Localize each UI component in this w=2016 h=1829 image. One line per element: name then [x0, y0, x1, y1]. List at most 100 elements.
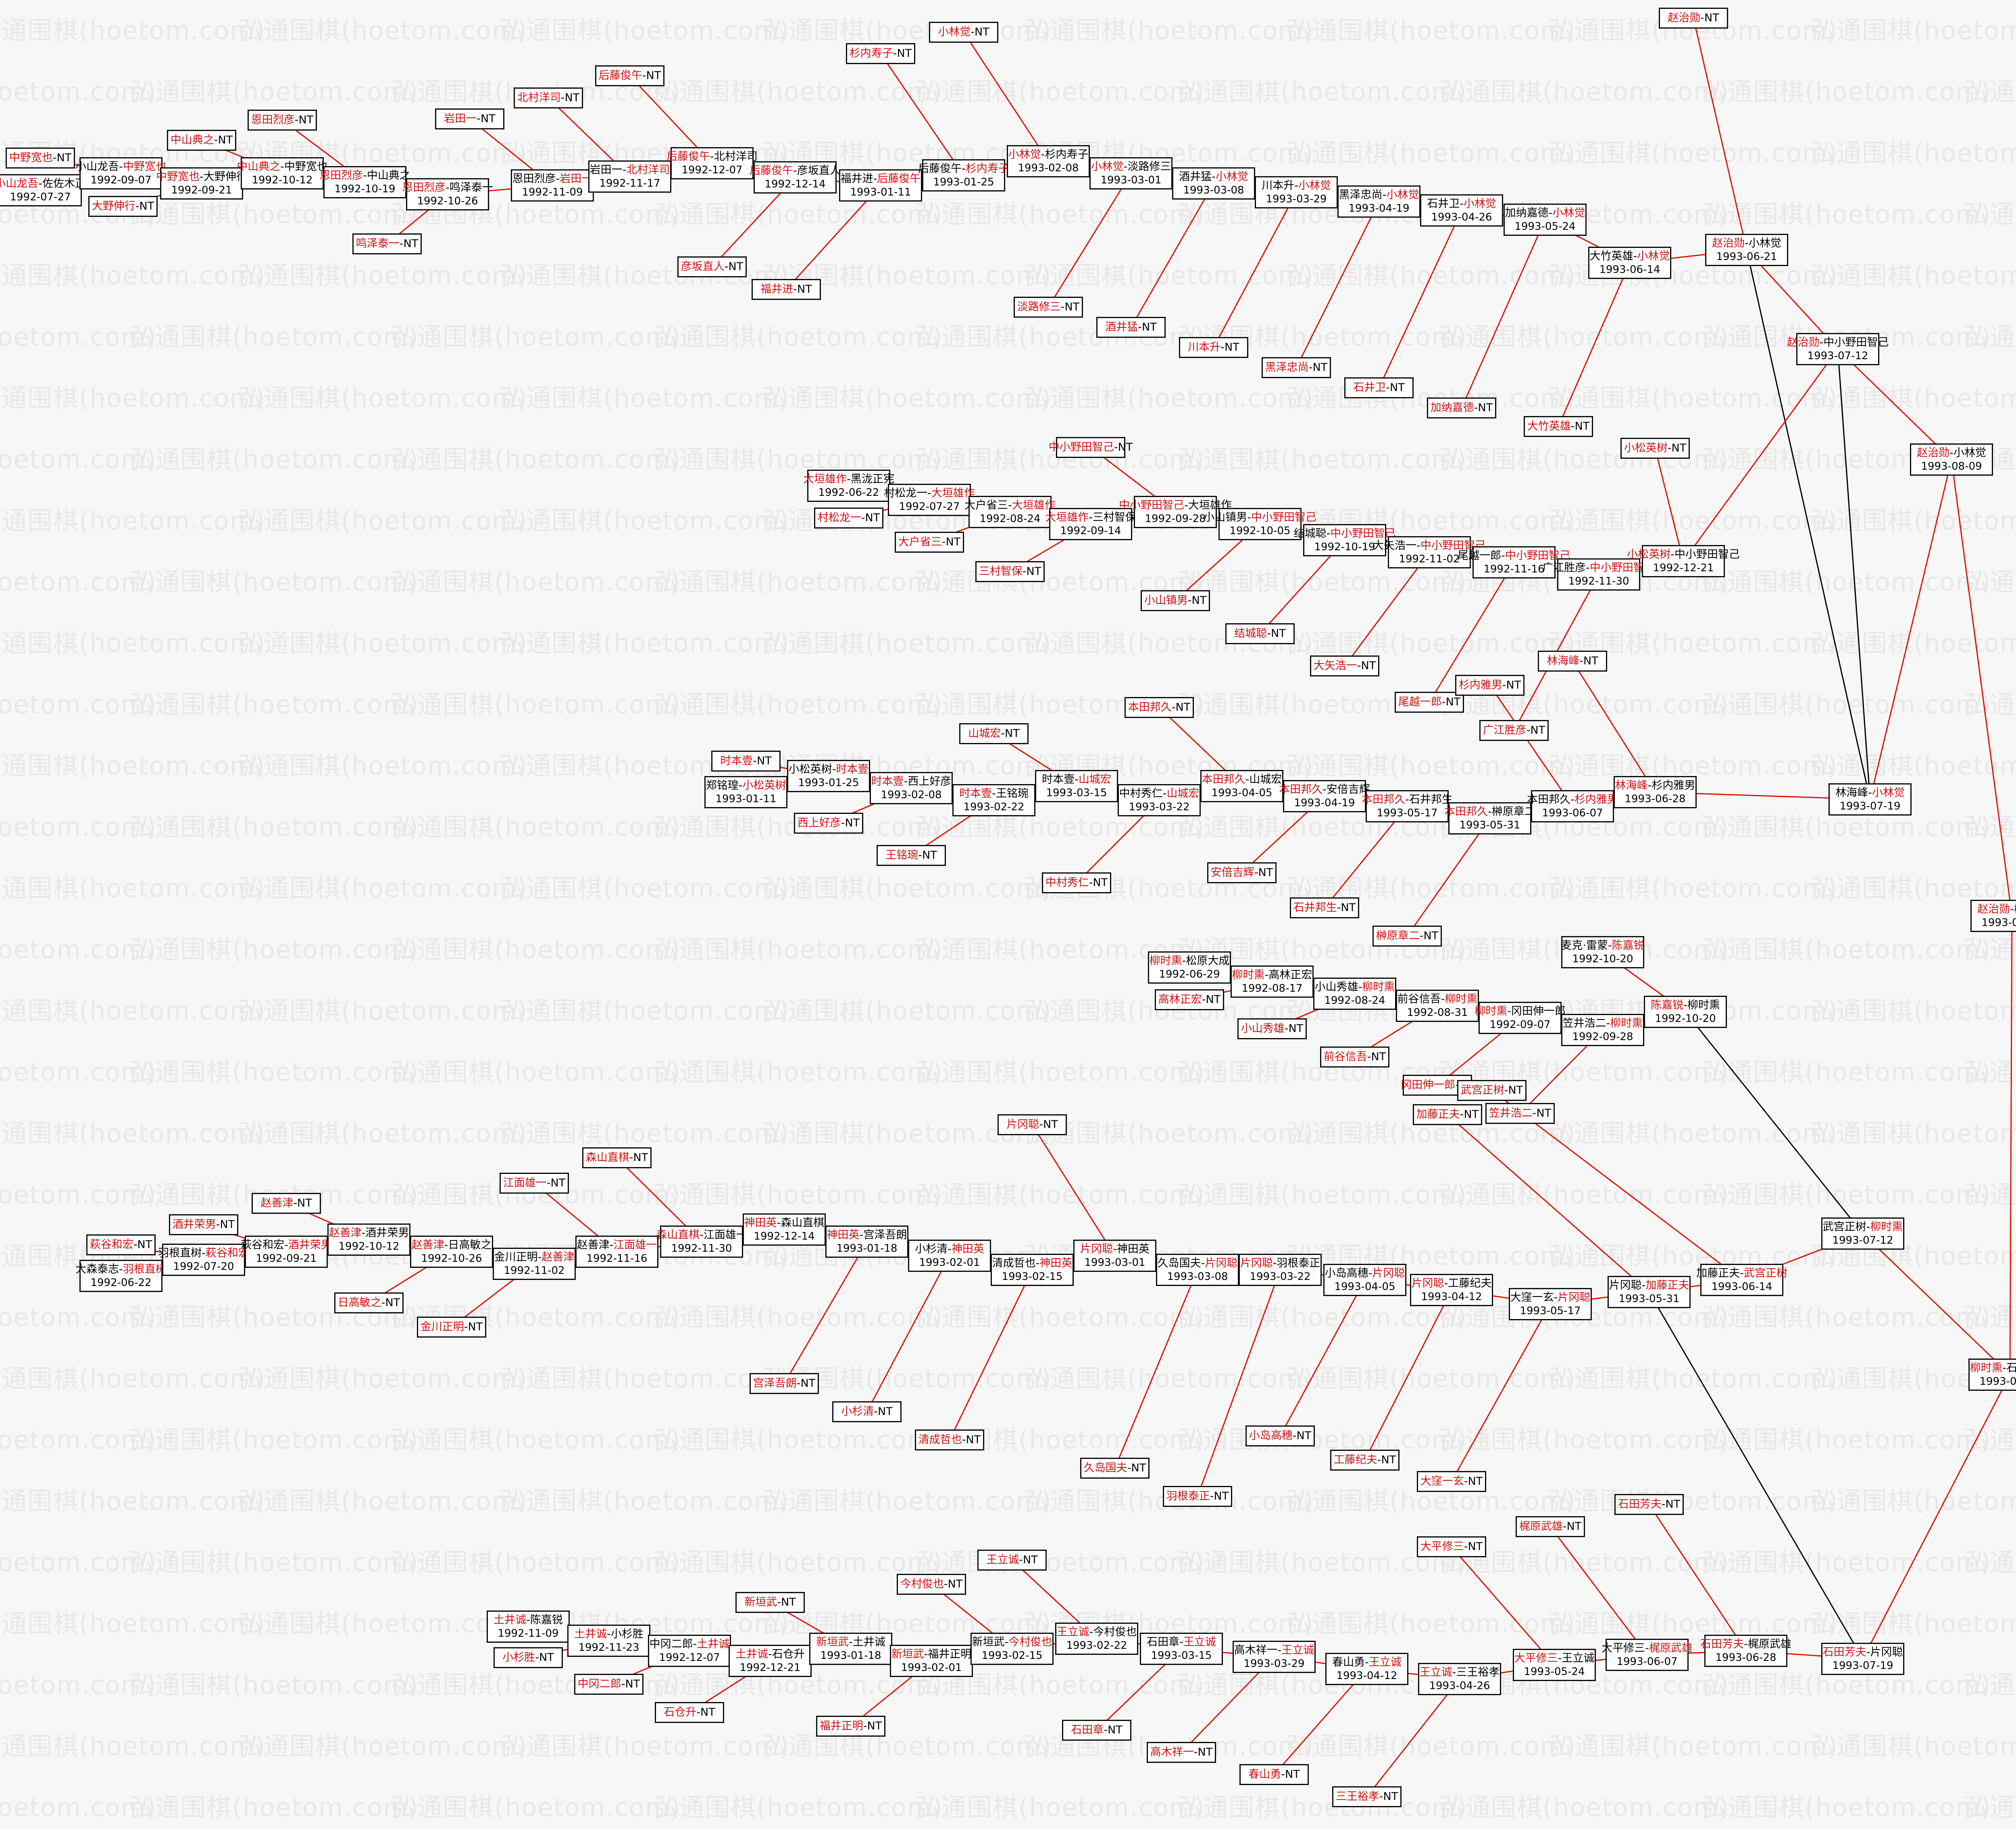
- bye-box[interactable]: 杉内雅男-NT: [1455, 675, 1524, 696]
- bye-box[interactable]: 林海峰-NT: [1538, 651, 1607, 672]
- match-box[interactable]: 小杉清-神田英 1993-02-01: [908, 1240, 991, 1272]
- match-box[interactable]: 福井进-后藤俊午 1993-01-11: [839, 169, 922, 202]
- match-box[interactable]: 本田邦久-杉内雅男 1993-06-07: [1527, 790, 1618, 822]
- bye-box[interactable]: 王铭琬-NT: [877, 845, 946, 866]
- match-box[interactable]: 石田芳夫-片冈聪 1993-07-19: [1821, 1643, 1904, 1675]
- bye-box[interactable]: 酒井荣男-NT: [169, 1214, 238, 1235]
- match-box[interactable]: 麦克·雷蒙-陈嘉锐 1992-10-20: [1561, 936, 1645, 968]
- bye-box[interactable]: 彦坂直人-NT: [677, 256, 747, 277]
- bye-box[interactable]: 山城宏-NT: [959, 723, 1029, 744]
- bye-box[interactable]: 大户省三-NT: [895, 532, 964, 553]
- match-box[interactable]: 小松英树-中小野田智己 1992-12-21: [1627, 545, 1740, 577]
- match-box[interactable]: 久岛国夫-片冈聪 1993-03-08: [1156, 1254, 1239, 1286]
- bye-box[interactable]: 金川正明-NT: [417, 1317, 486, 1338]
- match-box[interactable]: 小松英树-时本壹 1993-01-25: [787, 760, 870, 792]
- bye-box[interactable]: 中山典之-NT: [167, 130, 236, 151]
- match-box[interactable]: 尾越一郎-中小野田智己 1992-11-16: [1458, 546, 1570, 578]
- bye-box[interactable]: 赵善津-NT: [252, 1193, 321, 1214]
- match-box[interactable]: 小岛高穗-片冈聪 1993-04-05: [1323, 1264, 1406, 1296]
- match-box[interactable]: 清成哲也-神田英 1993-02-15: [991, 1254, 1074, 1286]
- bye-box[interactable]: 大矢浩一-NT: [1310, 655, 1379, 676]
- bye-box[interactable]: 石井卫-NT: [1344, 377, 1414, 398]
- bye-box[interactable]: 清成哲也-NT: [915, 1429, 984, 1450]
- bye-box[interactable]: 中冈二郎-NT: [574, 1674, 644, 1695]
- bye-box[interactable]: 大窪一玄-NT: [1417, 1471, 1486, 1492]
- match-box[interactable]: 大垣雄作-黑泷正宪 1992-06-22: [803, 470, 894, 502]
- match-box[interactable]: 中冈二郎-土井诚 1992-12-07: [648, 1635, 731, 1667]
- bye-box[interactable]: 福井正明-NT: [816, 1716, 885, 1737]
- bye-box[interactable]: 福井进-NT: [752, 279, 821, 300]
- bye-box[interactable]: 江面雄一-NT: [500, 1173, 569, 1194]
- bye-box[interactable]: 小山秀雄-NT: [1237, 1018, 1307, 1039]
- match-box[interactable]: 后藤俊午-彦坂直人 1992-12-14: [750, 161, 841, 194]
- match-box[interactable]: 黑泽忠尚-小林觉 1993-04-19: [1337, 185, 1420, 218]
- match-box[interactable]: 神田英-宫泽吾朗 1993-01-18: [825, 1226, 908, 1258]
- match-box[interactable]: 赵治勋-小林觉 1993-06-21: [1705, 234, 1788, 266]
- bye-box[interactable]: 时本壹-NT: [711, 751, 781, 772]
- match-box[interactable]: 本田邦久-安倍吉辉 1993-04-19: [1279, 780, 1370, 812]
- match-box[interactable]: 金川正明-赵善津 1992-11-02: [493, 1248, 576, 1280]
- bye-box[interactable]: 小山镇男-NT: [1141, 590, 1210, 611]
- match-box[interactable]: 石井卫-小林觉 1993-04-26: [1420, 194, 1503, 227]
- bye-box[interactable]: 春山勇-NT: [1239, 1764, 1309, 1785]
- match-box[interactable]: 柳时熏-石田芳夫1993-08-09: [1968, 1359, 2016, 1391]
- bye-box[interactable]: 工藤纪夫-NT: [1330, 1450, 1400, 1471]
- match-box[interactable]: 川本升-小林觉 1993-03-29: [1255, 176, 1338, 208]
- bye-box[interactable]: 榊原章二-NT: [1372, 926, 1442, 947]
- match-box[interactable]: 羽根直树-萩谷和宏 1992-07-20: [158, 1244, 249, 1276]
- bye-box[interactable]: 广江胜彦-NT: [1479, 720, 1549, 741]
- bye-box[interactable]: 石仓升-NT: [655, 1702, 724, 1723]
- bye-box[interactable]: 森山直棋-NT: [582, 1147, 652, 1168]
- bye-box[interactable]: 加藤正夫-NT: [1413, 1104, 1482, 1125]
- bye-box[interactable]: 黑泽忠尚-NT: [1262, 357, 1331, 378]
- match-box[interactable]: 中小野田智己-大垣雄作 1992-09-28: [1119, 496, 1232, 528]
- match-box[interactable]: 新垣武-土井诚 1993-01-18: [809, 1633, 892, 1665]
- bye-box[interactable]: 久岛国夫-NT: [1080, 1458, 1150, 1479]
- bye-box[interactable]: 酒井猛-NT: [1096, 317, 1166, 338]
- bye-box[interactable]: 石井邦生-NT: [1290, 897, 1359, 918]
- match-box[interactable]: 前谷信吾-柳时熏 1992-08-31: [1396, 990, 1479, 1022]
- bye-box[interactable]: 本田邦久-NT: [1125, 697, 1194, 718]
- bye-box[interactable]: 赵治勋-NT: [1659, 8, 1728, 29]
- match-box[interactable]: 本田邦久-山城宏 1993-04-05: [1200, 770, 1283, 802]
- match-box[interactable]: 大矢浩一-中小野田智己 1992-11-02: [1373, 536, 1486, 568]
- match-box[interactable]: 笠井浩二-柳时熏 1992-09-28: [1561, 1014, 1644, 1046]
- match-box[interactable]: 赵善津-江面雄一 1992-11-16: [575, 1236, 658, 1268]
- match-box[interactable]: 大森泰志-羽根直树 1992-06-22: [75, 1260, 167, 1292]
- bye-box[interactable]: 宫泽吾朗-NT: [750, 1373, 819, 1394]
- match-box[interactable]: 赵治勋-中小野田智己 1993-07-12: [1787, 333, 1889, 365]
- bye-box[interactable]: 鸣泽泰一-NT: [352, 233, 422, 254]
- bye-box[interactable]: 大平修三-NT: [1417, 1536, 1486, 1557]
- match-box[interactable]: 赵善津-酒井荣男 1992-10-12: [327, 1223, 410, 1256]
- bye-box[interactable]: 小杉清-NT: [832, 1401, 902, 1422]
- match-box[interactable]: 大窪一玄-片冈聪 1993-05-17: [1509, 1288, 1592, 1320]
- bye-box[interactable]: 大竹英雄-NT: [1524, 416, 1593, 437]
- match-box[interactable]: 石田章-王立诚 1993-03-15: [1140, 1633, 1223, 1665]
- match-box[interactable]: 森山直棋-江面雄一 1992-11-30: [656, 1226, 747, 1258]
- match-box[interactable]: 片冈聪-加藤正夫 1993-05-31: [1608, 1276, 1691, 1308]
- match-box[interactable]: 大竹英雄-小林觉 1993-06-14: [1588, 247, 1671, 279]
- bye-box[interactable]: 岩田一-NT: [435, 108, 504, 129]
- match-box[interactable]: 酒井猛-小林觉 1993-03-08: [1172, 167, 1255, 200]
- bye-box[interactable]: 西上好彦-NT: [794, 813, 863, 834]
- match-box[interactable]: 柳时熏-冈田伸一郎 1992-09-07: [1475, 1002, 1566, 1034]
- match-box[interactable]: 土井诚-小杉胜 1992-11-23: [567, 1625, 650, 1657]
- bye-box[interactable]: 石田芳夫-NT: [1614, 1494, 1684, 1515]
- match-box[interactable]: 片冈聪-工藤纪夫 1993-04-12: [1410, 1274, 1493, 1306]
- bye-box[interactable]: 小林觉-NT: [929, 22, 998, 43]
- match-box[interactable]: 新垣武-福井正明 1993-02-01: [890, 1645, 973, 1677]
- match-box[interactable]: 土井诚-陈嘉锐 1992-11-09: [487, 1611, 570, 1643]
- bye-box[interactable]: 中村秀仁-NT: [1042, 872, 1111, 893]
- match-box[interactable]: 柳时熏-松原大成 1992-06-29: [1148, 951, 1231, 984]
- bye-box[interactable]: 梶原武雄-NT: [1516, 1516, 1585, 1537]
- match-box[interactable]: 郑铭瑝-小松英树 1993-01-11: [704, 776, 787, 808]
- match-box[interactable]: 加纳嘉德-小林觉 1993-05-24: [1504, 204, 1587, 236]
- match-box[interactable]: 小林觉-淡路修三 1993-03-01: [1089, 157, 1173, 189]
- bye-box[interactable]: 石田章-NT: [1062, 1720, 1131, 1741]
- match-box[interactable]: 小山龙吾-佐佐木正 1992-07-27: [0, 174, 86, 206]
- match-box[interactable]: 恩田烈彦-鸣泽泰一 1992-10-26: [402, 178, 493, 210]
- match-box[interactable]: 林海峰-小林觉 1993-07-19: [1829, 783, 1912, 816]
- match-box[interactable]: 柳时熏-高林正宏 1992-08-17: [1231, 965, 1314, 998]
- bye-box[interactable]: 萩谷和宏-NT: [86, 1234, 156, 1255]
